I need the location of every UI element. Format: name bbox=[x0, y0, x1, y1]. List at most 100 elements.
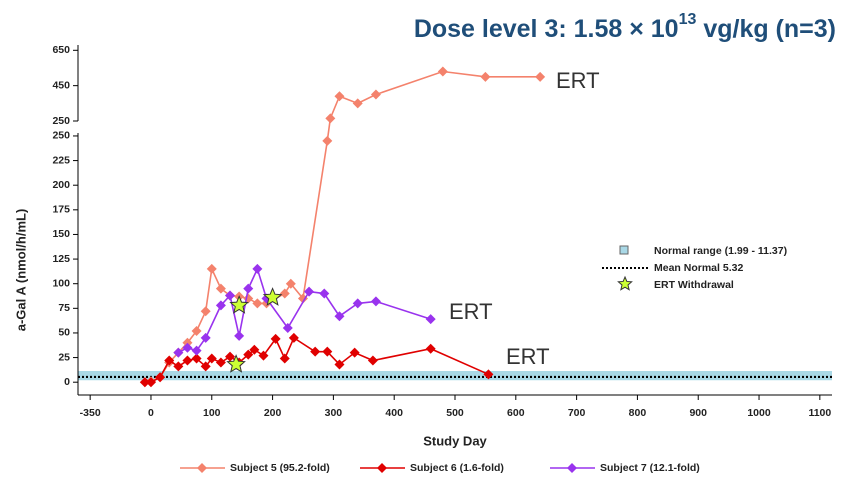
legend-swatch bbox=[617, 275, 633, 291]
data-point bbox=[352, 298, 363, 309]
data-point bbox=[425, 343, 436, 354]
data-point bbox=[200, 361, 211, 372]
data-point bbox=[270, 333, 281, 344]
y-tick-label: 200 bbox=[52, 179, 70, 191]
data-point bbox=[206, 353, 217, 364]
data-point bbox=[139, 377, 150, 388]
x-tick-label: 300 bbox=[325, 407, 343, 419]
y-tick-label: 0 bbox=[64, 376, 70, 388]
legend-swatch bbox=[567, 463, 577, 473]
annotation: ERT bbox=[506, 344, 550, 369]
annotation: ERT bbox=[556, 68, 600, 93]
data-point bbox=[225, 351, 236, 362]
data-point bbox=[425, 314, 436, 325]
legend-swatch bbox=[377, 463, 387, 473]
data-point bbox=[234, 330, 245, 341]
data-point bbox=[282, 323, 293, 334]
x-axis-label: Study Day bbox=[423, 433, 487, 448]
data-point bbox=[200, 332, 211, 343]
ert-withdrawal-star bbox=[262, 287, 283, 306]
legend-label: Subject 5 (95.2-fold) bbox=[230, 462, 330, 474]
data-point bbox=[304, 286, 315, 297]
y-tick-label: 175 bbox=[52, 204, 70, 216]
normal-range-band bbox=[78, 370, 832, 381]
data-point bbox=[310, 346, 321, 357]
legend-swatch bbox=[197, 463, 207, 473]
chart-title: Dose level 3: 1.58 × 1013 vg/kg (n=3) bbox=[414, 11, 836, 42]
data-point bbox=[164, 355, 175, 366]
y-tick-label: 100 bbox=[52, 277, 70, 289]
y-tick-label: 50 bbox=[58, 327, 70, 339]
legend-label: ERT Withdrawal bbox=[654, 279, 734, 291]
title-main: Dose level 3: 1.58 × 10 bbox=[414, 15, 679, 43]
data-point bbox=[297, 293, 308, 304]
data-point bbox=[200, 306, 211, 317]
data-point bbox=[319, 288, 330, 299]
legend-label: Subject 7 (12.1-fold) bbox=[600, 462, 700, 474]
data-point bbox=[370, 89, 381, 100]
data-point bbox=[349, 347, 360, 358]
x-tick-label: 600 bbox=[507, 407, 525, 419]
legend-label: Subject 6 (1.6-fold) bbox=[410, 462, 504, 474]
data-point bbox=[191, 325, 202, 336]
data-point bbox=[322, 346, 333, 357]
ert-withdrawal-star bbox=[229, 295, 249, 314]
y-tick-label: 75 bbox=[58, 302, 70, 314]
data-point bbox=[243, 349, 254, 360]
data-point bbox=[334, 91, 345, 102]
x-tick-label: 500 bbox=[446, 407, 464, 419]
y-axis-label: a-Gal A (nmol/h/mL) bbox=[13, 209, 28, 332]
data-point bbox=[370, 296, 381, 307]
data-point bbox=[182, 342, 193, 353]
y-tick-label: 250 bbox=[52, 130, 70, 142]
data-point bbox=[191, 345, 202, 356]
x-tick-label: 1000 bbox=[747, 407, 771, 419]
y-tick-label: 225 bbox=[52, 154, 70, 166]
y-tick-label: 125 bbox=[52, 253, 70, 265]
data-point bbox=[334, 359, 345, 370]
x-tick-label: 400 bbox=[385, 407, 403, 419]
ert-withdrawal-star bbox=[226, 354, 246, 373]
x-tick-label: 1100 bbox=[808, 407, 831, 419]
data-point bbox=[437, 66, 448, 77]
data-point bbox=[285, 278, 296, 289]
x-tick-label: 100 bbox=[203, 407, 221, 419]
data-point bbox=[243, 283, 254, 294]
x-tick-label: 900 bbox=[689, 407, 707, 419]
data-point bbox=[483, 369, 494, 380]
data-point bbox=[173, 347, 184, 358]
title-superscript: 13 bbox=[679, 11, 697, 28]
data-point bbox=[145, 377, 156, 388]
y-tick-label: 250 bbox=[52, 115, 70, 127]
data-point bbox=[155, 372, 166, 383]
x-tick-label: 800 bbox=[629, 407, 647, 419]
data-point bbox=[191, 353, 202, 364]
data-point bbox=[334, 311, 345, 322]
data-point bbox=[352, 98, 363, 109]
data-point bbox=[258, 350, 269, 361]
data-point bbox=[279, 353, 290, 364]
data-point bbox=[279, 288, 290, 299]
data-point bbox=[215, 300, 226, 311]
data-point bbox=[182, 355, 193, 366]
x-tick-label: 200 bbox=[264, 407, 282, 419]
data-point bbox=[325, 113, 336, 124]
title-end: vg/kg (n=3) bbox=[696, 15, 836, 43]
x-tick-label: 700 bbox=[568, 407, 586, 419]
y-tick-label: 150 bbox=[52, 228, 70, 240]
data-point bbox=[535, 71, 546, 82]
annotation: ERT bbox=[449, 299, 493, 324]
series-line bbox=[177, 266, 431, 354]
legend-label: Mean Normal 5.32 bbox=[654, 262, 743, 274]
data-point bbox=[252, 263, 263, 274]
legend-swatch bbox=[619, 245, 629, 255]
y-tick-label: 450 bbox=[52, 79, 70, 91]
data-point bbox=[215, 357, 226, 368]
y-tick-label: 25 bbox=[58, 351, 70, 363]
x-tick-label: 0 bbox=[148, 407, 154, 419]
x-tick-label: -350 bbox=[80, 407, 101, 419]
data-point bbox=[206, 263, 217, 274]
legend-label: Normal range (1.99 - 11.37) bbox=[654, 245, 787, 257]
data-point bbox=[249, 344, 260, 355]
